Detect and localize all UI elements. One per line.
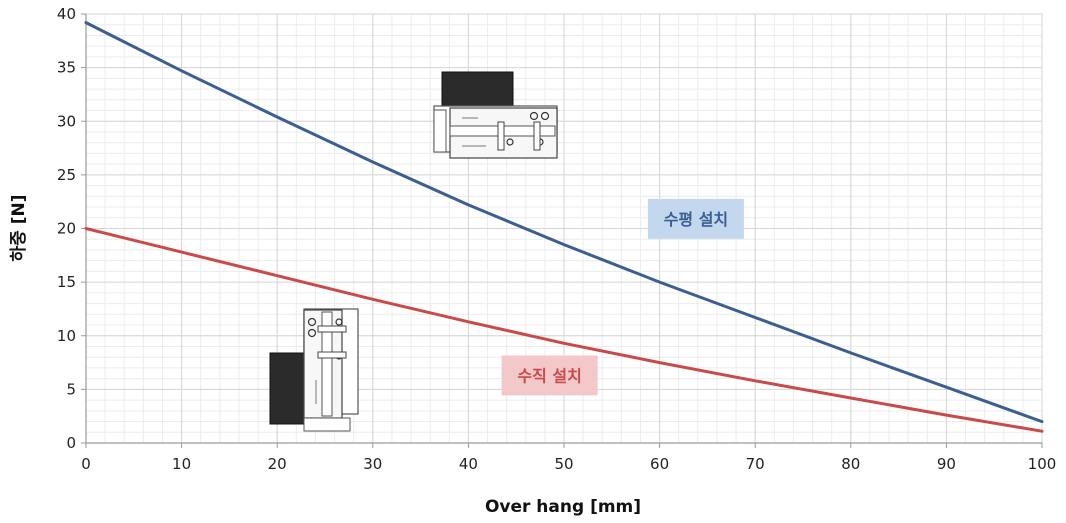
x-tick-label: 70 <box>746 455 765 473</box>
y-tick-label: 0 <box>66 434 76 452</box>
y-axis-title: 하중 [N] <box>9 195 29 262</box>
series-line-vertical <box>84 227 1044 433</box>
y-tick-label: 40 <box>57 5 76 23</box>
series-label-text: 수직 설치 <box>517 366 581 385</box>
x-tick-label: 90 <box>937 455 956 473</box>
x-tick-label: 20 <box>268 455 287 473</box>
x-tick-label: 80 <box>841 455 860 473</box>
x-tick-label: 100 <box>1028 455 1057 473</box>
series-lines <box>84 21 1044 433</box>
x-tick-labels: 0 10 20 30 40 50 60 70 80 90 100 <box>81 443 1056 473</box>
series-label-vertical: 수직 설치 <box>501 355 598 396</box>
x-tick-label: 50 <box>554 455 573 473</box>
y-tick-label: 30 <box>57 112 76 130</box>
series-label-box <box>647 198 744 239</box>
y-tick-label: 20 <box>57 220 76 238</box>
series-label-text: 수평 설치 <box>664 210 728 229</box>
x-tick-label: 0 <box>81 455 91 473</box>
x-tick-label: 60 <box>650 455 669 473</box>
y-tick-label: 25 <box>57 166 76 184</box>
y-tick-label: 35 <box>57 59 76 77</box>
y-tick-label: 10 <box>57 327 76 345</box>
series-label-horizontal: 수평 설치 <box>647 198 744 239</box>
x-axis-title: Over hang [mm] <box>485 497 641 517</box>
series-line-horizontal <box>84 21 1044 424</box>
x-tick-label: 40 <box>459 455 478 473</box>
y-tick-label: 15 <box>57 273 76 291</box>
series-label-box <box>501 355 598 396</box>
y-tick-labels: 0 5 10 15 20 25 30 35 40 <box>57 5 86 452</box>
vertical-mount-illustration <box>269 308 359 432</box>
x-tick-label: 30 <box>363 455 382 473</box>
horizontal-mount-illustration <box>433 71 558 159</box>
y-tick-label: 5 <box>66 380 76 398</box>
x-tick-label: 10 <box>172 455 191 473</box>
